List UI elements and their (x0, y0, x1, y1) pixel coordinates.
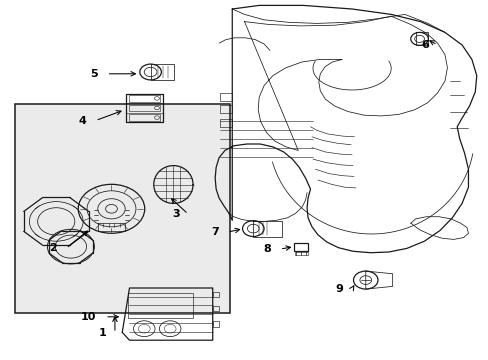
Text: 8: 8 (263, 244, 270, 254)
Bar (220, 119, 232, 127)
Text: 10: 10 (81, 312, 96, 322)
Text: 9: 9 (335, 284, 343, 294)
Bar (128, 105, 160, 111)
Text: 1: 1 (98, 328, 106, 338)
Text: 6: 6 (420, 40, 428, 50)
Bar (294, 243, 307, 251)
Text: 2: 2 (49, 243, 57, 253)
Bar (294, 252, 307, 255)
Text: 4: 4 (79, 116, 86, 126)
Text: 3: 3 (171, 209, 179, 219)
Bar (128, 114, 160, 121)
Text: 5: 5 (90, 69, 98, 79)
Text: 7: 7 (210, 227, 218, 237)
Bar (15, 104, 229, 313)
Bar (220, 105, 232, 113)
Bar (128, 293, 193, 318)
Bar (212, 292, 218, 297)
Bar (128, 95, 160, 102)
Bar (220, 93, 232, 101)
Bar (212, 321, 218, 327)
Bar (212, 306, 218, 311)
